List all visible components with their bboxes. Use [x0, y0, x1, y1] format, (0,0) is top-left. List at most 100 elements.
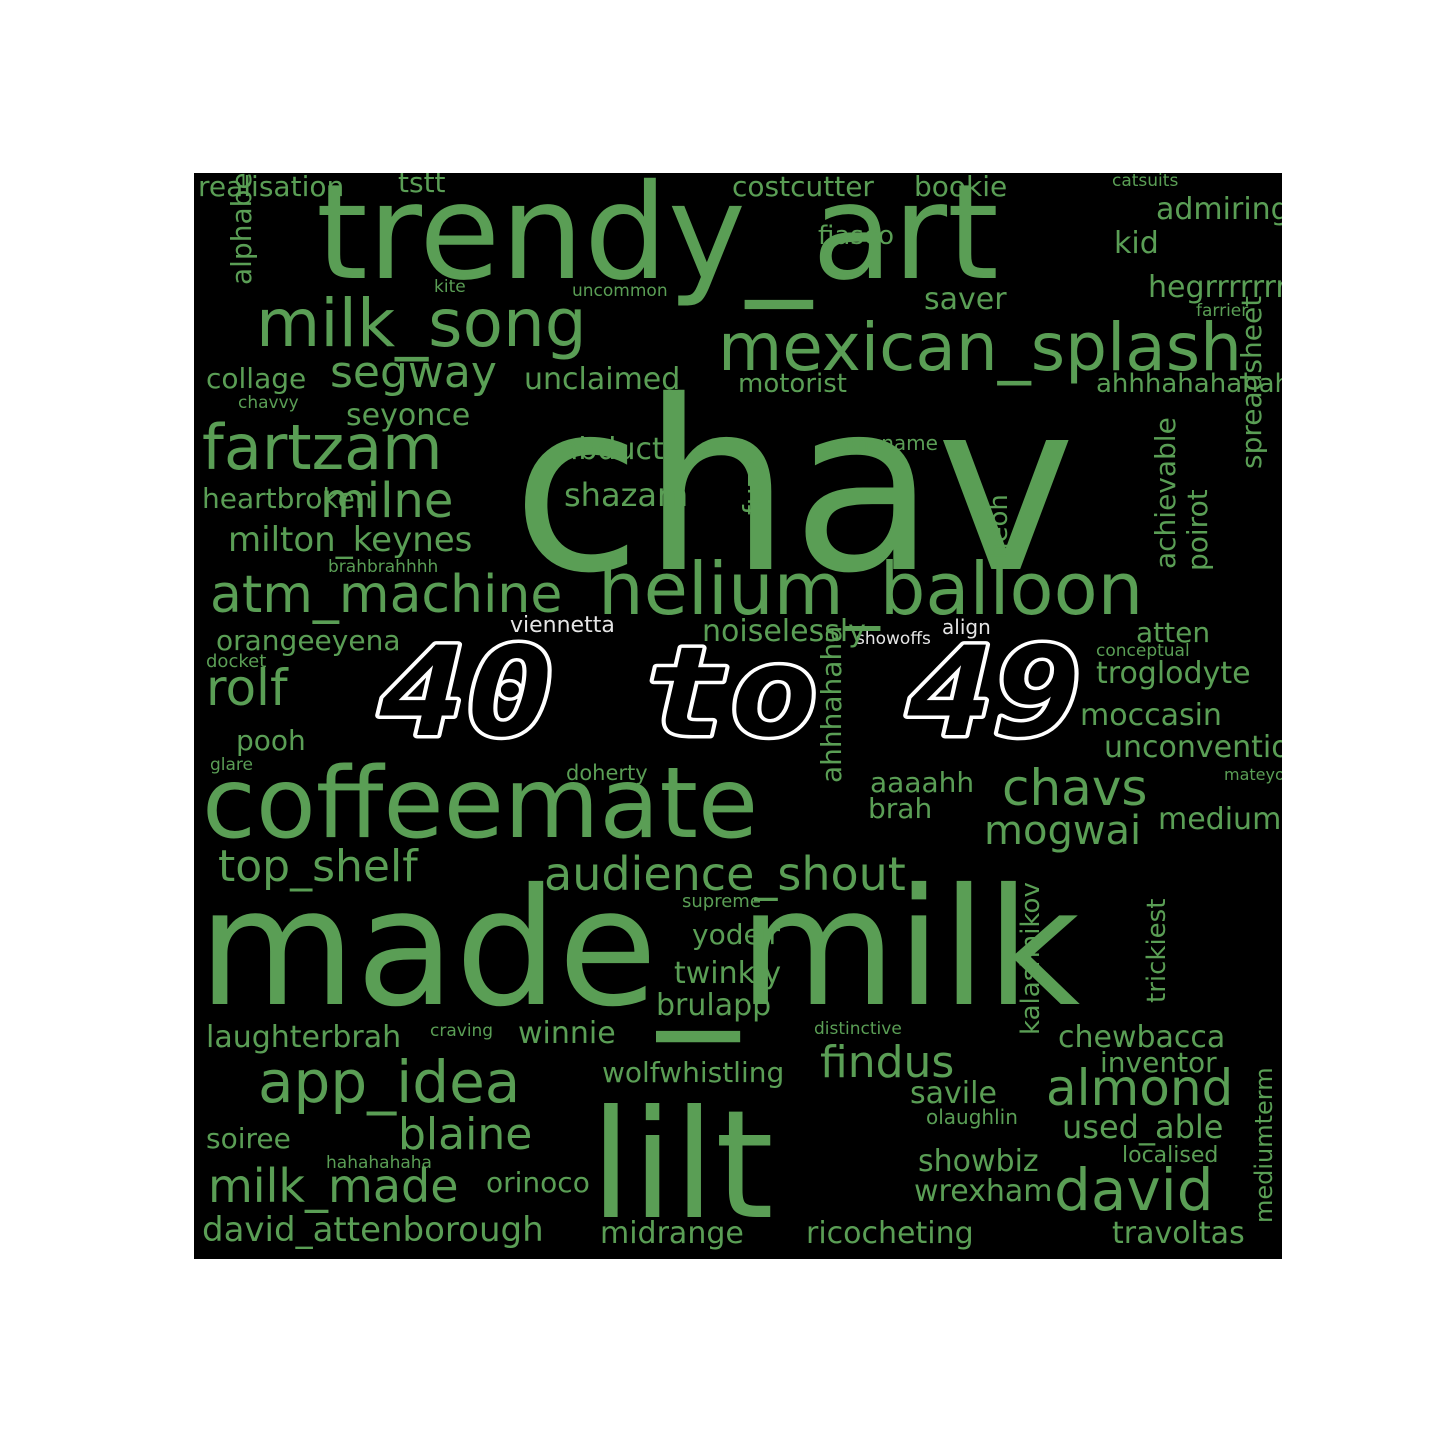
word-coffeemate: coffeemate [202, 747, 759, 861]
word-showoffs: ahhhahaha [815, 625, 848, 783]
word-inventor: inventor [1100, 1046, 1217, 1079]
word-ahhhahaha: supreme [682, 891, 761, 912]
word-heoh: fuzz [737, 458, 770, 515]
word-hegrrrrrrr: saver [924, 282, 1007, 317]
word-doherty: aaaahh [870, 766, 975, 799]
word-ricocheting: ricocheting [806, 1216, 974, 1251]
word-fartzam: fartzam [202, 411, 443, 484]
word-admiring: kid [1114, 226, 1159, 261]
word-spreadsheet: poirot [1181, 489, 1214, 571]
word-brahbrahhhh: orangeeyena [216, 624, 401, 657]
word-app-idea: app_idea [258, 1048, 521, 1116]
word-mexican-splash: mexican_splash [718, 309, 1242, 386]
word-made-milk: made_milk [198, 855, 1081, 1043]
word-aaaahh: brah [868, 792, 933, 825]
word-fiasco: admiring [1156, 192, 1282, 227]
word-blaine: blaine [398, 1109, 533, 1160]
word-mateyou: atten [1136, 616, 1211, 649]
word-mediumterm: mediumterm [1250, 1067, 1278, 1223]
word-farrier: hegrrrrrrr [1148, 270, 1282, 305]
word-winnie: winnie [518, 1016, 616, 1051]
word-trendy-art: trendy_art [316, 173, 999, 310]
word-wrexham: wrexham [914, 1174, 1053, 1209]
word-ahhhahahahaha: motorist [738, 369, 847, 399]
word-catsuits: bookie [914, 173, 1008, 203]
word-heartbroken: brahbrahhhh [328, 557, 439, 577]
word-milk-song: milk_song [256, 285, 587, 362]
word-olaughlin: olaughlin [926, 1105, 1018, 1129]
word-alphabetically: catsuits [1112, 173, 1179, 191]
word-unclaimed: seyonce [346, 398, 471, 433]
word-mogwai: mogwai [984, 808, 1142, 854]
word-savile: savile [910, 1076, 997, 1111]
word-pooh: docket [206, 651, 267, 672]
word-segway: segway [330, 347, 497, 398]
word-viennetta: align [942, 615, 991, 639]
word-seyonce: chavvy [238, 393, 299, 413]
word-bookie: costcutter [732, 173, 874, 203]
word-glare: pooh [236, 724, 306, 757]
word-atten: conceptual [1096, 641, 1190, 661]
word-chavvy: collage [206, 362, 307, 395]
word-brah: mediumterm [1158, 802, 1282, 837]
word-collage: onename [844, 431, 938, 455]
word-chewbacca: chewbacca [1058, 1020, 1226, 1055]
word-brulapp: brulapp [656, 988, 772, 1023]
word-noiselessly: viennetta [510, 613, 615, 638]
word-uncommon: kite [434, 277, 466, 297]
word-distinctive: distinctive [814, 1019, 902, 1039]
word-inhi: spreadsheet [1235, 295, 1268, 469]
word-rolf: rolf [206, 659, 288, 717]
word-milk-made: milk_made [208, 1159, 459, 1213]
word-twinkly: twinkly [674, 956, 782, 991]
word-achievable: heoh [984, 494, 1014, 559]
word-align: showoffs [856, 629, 931, 649]
word-audience-shout: audience_shout [544, 847, 906, 901]
word-wolfwhistling: wolfwhistling [602, 1056, 785, 1089]
word-showbiz: showbiz [918, 1144, 1039, 1179]
word-motorist: unclaimed [524, 362, 681, 397]
word-trickiest: trickiest [1142, 898, 1172, 1003]
word-docket: noiselessly [702, 614, 866, 649]
word-orangeeyena: glare [210, 755, 254, 775]
word-david-attenborough: david_attenborough [202, 1210, 544, 1250]
word-milton-keynes: milton_keynes [228, 520, 473, 560]
word-chav: chav [512, 350, 1076, 625]
word-yodelr: yodelr [692, 918, 780, 951]
word-tstt: realisation [198, 173, 345, 203]
word-conceptual: troglodyte [1096, 656, 1251, 691]
word-almond: almond [1046, 1059, 1234, 1117]
word-onename: abduct [560, 432, 664, 467]
word-cloud: chav made_milk trendy_art lilt coffeemat… [194, 173, 1282, 1259]
word-david: david [1054, 1156, 1214, 1224]
word-abduct: shazam [564, 476, 689, 514]
word-atm-machine: atm_machine [210, 565, 563, 625]
word-moccasin: unconventional [1104, 730, 1282, 765]
word-localised: localised [1122, 1143, 1219, 1168]
word-kalashnikov: kalashnikov [1016, 882, 1046, 1035]
word-soiree: soiree [206, 1122, 291, 1155]
word-kite: fiasco [818, 221, 895, 251]
word-used-able: used_able [1062, 1108, 1224, 1146]
word-costcutter: tstt [398, 173, 446, 199]
word-shazam: heartbroken [202, 482, 373, 515]
word-findus: findus [820, 1037, 955, 1088]
word-travoltas: travoltas [1112, 1216, 1245, 1251]
word-midrange: midrange [600, 1216, 744, 1251]
word-unconventional: doherty [566, 761, 648, 785]
word-laughterbrah: laughterbrah [206, 1020, 402, 1055]
word-fuzz: alphabetically [225, 173, 258, 285]
word-craving: craving [430, 1021, 494, 1041]
word-orinoco: orinoco [486, 1166, 590, 1199]
word-poirot: achievable [1149, 417, 1182, 569]
word-realisation: uncommon [572, 281, 668, 301]
word-hahahahaha: hahahahaha [326, 1153, 432, 1173]
word-kid: farrier [1196, 301, 1249, 321]
word-milne: milne [320, 473, 454, 529]
word-lilt: lilt [590, 1079, 774, 1253]
word-troglodyte: moccasin [1080, 698, 1222, 733]
word-supreme: mateyou [1224, 765, 1282, 784]
word-saver: ahhhahahahaha [1096, 369, 1282, 399]
word-chavs: chavs [1002, 759, 1148, 817]
word-top-shelf: top_shelf [218, 841, 418, 892]
